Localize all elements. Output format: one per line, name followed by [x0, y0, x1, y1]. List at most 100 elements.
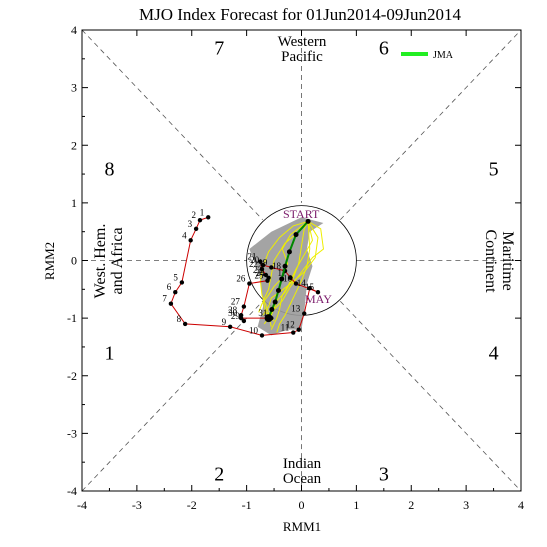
- x-tick-label: -3: [132, 498, 142, 512]
- observed-point: [265, 278, 270, 283]
- observed-day-label: 28: [228, 305, 238, 315]
- observed-point: [302, 311, 307, 316]
- y-tick-label: 0: [71, 254, 77, 268]
- y-tick-label: -3: [67, 426, 77, 440]
- observed-day-label: 24: [256, 268, 266, 278]
- observed-point: [238, 315, 244, 321]
- observed-day-label: 31: [258, 308, 267, 318]
- observed-point: [293, 281, 299, 286]
- x-tick-label: 4: [518, 498, 524, 512]
- divider-line: [340, 29, 522, 221]
- phase-label-7: 7: [214, 37, 224, 59]
- x-axis-label: RMM1: [283, 519, 321, 534]
- legend: JMA: [401, 50, 454, 61]
- observed-point: [259, 266, 265, 272]
- observed-day-label: 12: [286, 320, 295, 330]
- legend-label-jma: JMA: [433, 50, 454, 61]
- ensemble-member-line: [262, 221, 319, 316]
- observed-point: [263, 272, 269, 278]
- observed-day-label: 10: [249, 325, 259, 335]
- phase-label-5: 5: [489, 158, 499, 180]
- x-tick-label: -1: [242, 498, 252, 512]
- observed-point: [269, 265, 274, 270]
- region-right-line1: Maritime: [499, 231, 516, 291]
- observed-day-label: 2: [191, 210, 196, 220]
- forecast-mean-point: [305, 218, 311, 224]
- y-tick-label: 2: [71, 138, 77, 152]
- ensemble-member-line: [276, 221, 311, 333]
- phase-label-8: 8: [104, 158, 114, 180]
- divider-line: [81, 29, 263, 221]
- observed-day-label: 5: [173, 272, 178, 282]
- observed-point: [188, 238, 193, 243]
- y-tick-label: -4: [67, 484, 77, 498]
- observed-point: [258, 259, 263, 264]
- region-right-line2: Continent: [482, 229, 499, 293]
- forecast-mean-point: [286, 249, 292, 255]
- chart-title: MJO Index Forecast for 01Jun2014-09Jun20…: [139, 5, 462, 24]
- observed-day-label: 3: [188, 219, 193, 229]
- observed-point: [259, 333, 265, 338]
- observed-day-label: 30: [228, 308, 238, 318]
- observed-day-label: 6: [167, 282, 172, 292]
- divider-line: [340, 300, 522, 492]
- ensemble-member-line: [268, 220, 324, 319]
- observed-day-label: 9: [222, 317, 227, 327]
- forecast-end-point: [264, 314, 273, 323]
- forecast-spread-band: [249, 217, 324, 336]
- observed-point: [179, 280, 185, 285]
- observed-point: [168, 301, 174, 306]
- phase-label-2: 2: [214, 464, 224, 486]
- x-tick-label: 3: [463, 498, 469, 512]
- x-tick-label: 1: [353, 498, 359, 512]
- observed-day-label: 18: [272, 261, 282, 271]
- phase-label-6: 6: [379, 37, 389, 59]
- divider-line: [81, 300, 263, 492]
- y-tick-label: -1: [67, 311, 77, 325]
- observed-day-label: 26: [236, 274, 246, 284]
- observed-day-label: 7: [162, 294, 167, 304]
- phase-divider-lines: [81, 29, 522, 492]
- forecast-mean-point: [269, 306, 275, 312]
- observed-day-label: 4: [182, 230, 187, 240]
- observed-day-label: 25: [254, 271, 264, 281]
- region-top-line2: Pacific: [281, 49, 323, 65]
- observed-point: [193, 226, 199, 232]
- y-tick-label: 4: [71, 23, 77, 37]
- observed-day-label: 29: [231, 311, 241, 321]
- observed-day-label: 11: [281, 323, 290, 333]
- region-label-indian-ocean: Indian Ocean: [283, 456, 322, 487]
- observed-day-label: 22: [249, 259, 258, 269]
- observed-day-label: 8: [177, 314, 182, 324]
- y-axis-label: RMM2: [42, 242, 57, 280]
- region-label-western-pacific: Western Pacific: [278, 34, 327, 65]
- observed-point: [206, 215, 211, 220]
- region-top-line1: Western: [278, 34, 327, 50]
- x-tick-label: -4: [77, 498, 87, 512]
- phase-label-3: 3: [379, 464, 389, 486]
- observed-day-label: 1: [200, 207, 205, 217]
- forecast-mean-path: [264, 218, 311, 323]
- phase-label-4: 4: [489, 343, 499, 365]
- forecast-mean-point: [293, 232, 299, 238]
- observed-point: [227, 324, 233, 329]
- observed-day-label: 23: [253, 265, 263, 275]
- observed-point: [197, 217, 203, 223]
- forecast-mean-point: [275, 287, 281, 293]
- observed-day-label: 16: [283, 274, 293, 284]
- observed-day-label: 15: [305, 282, 315, 292]
- region-left-line1: West. Hem.: [92, 224, 109, 299]
- observed-point: [173, 289, 178, 295]
- y-tick-label: 1: [71, 196, 77, 210]
- observed-day-label: 20: [250, 255, 260, 265]
- month-annotation: MAY: [305, 292, 332, 306]
- observed-day-label: 27: [231, 297, 241, 307]
- x-tick-label: 0: [299, 498, 305, 512]
- observed-point: [288, 275, 293, 280]
- observed-point: [241, 304, 247, 309]
- y-tick-label: 3: [71, 81, 77, 95]
